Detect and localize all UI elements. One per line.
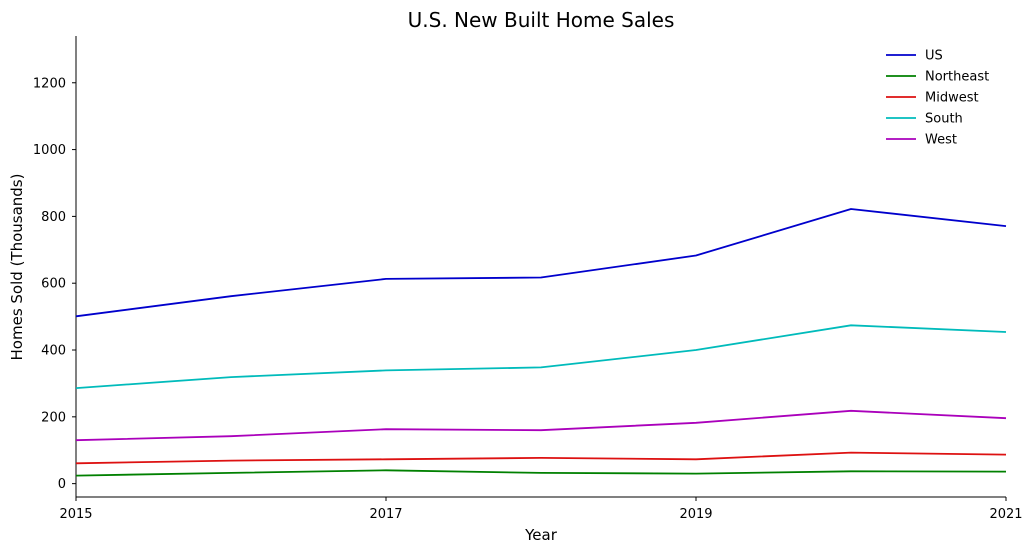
y-axis-ticks: 0 200 400 600 800 1000 1200: [33, 76, 76, 492]
series-line-west: [75, 409, 1007, 442]
x-axis-ticks: 2015 2017 2019 2021: [59, 497, 1023, 522]
x-tick-label: 2015: [59, 507, 92, 522]
series-line-northeast: [75, 469, 1007, 477]
y-tick-label: 400: [41, 344, 66, 359]
series-lines: [75, 208, 1007, 477]
legend-label-west: West: [925, 133, 957, 148]
legend-label-northeast: Northeast: [925, 70, 989, 85]
y-tick-label: 800: [41, 210, 66, 225]
series-line-us: [75, 208, 1007, 318]
legend-label-midwest: Midwest: [925, 91, 979, 106]
legend-label-south: South: [925, 112, 963, 127]
y-axis-label: Homes Sold (Thousands): [8, 174, 26, 361]
chart-title: U.S. New Built Home Sales: [408, 8, 675, 32]
x-tick-label: 2021: [989, 507, 1022, 522]
x-tick-label: 2019: [679, 507, 712, 522]
y-tick-label: 1200: [33, 76, 66, 91]
series-line-south: [75, 324, 1007, 389]
x-axis-label: Year: [524, 526, 558, 544]
y-tick-label: 0: [58, 477, 66, 492]
legend-label-us: US: [925, 49, 943, 64]
series-line-midwest: [75, 451, 1007, 465]
x-tick-label: 2017: [369, 507, 402, 522]
y-tick-label: 200: [41, 410, 66, 425]
y-tick-label: 1000: [33, 143, 66, 158]
y-tick-label: 600: [41, 277, 66, 292]
legend: US Northeast Midwest South West: [886, 49, 989, 148]
